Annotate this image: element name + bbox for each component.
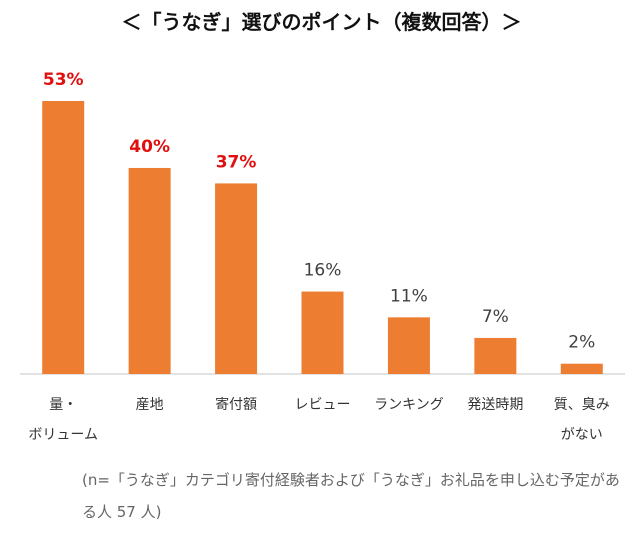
category-label: 寄付額 xyxy=(215,396,257,413)
data-label: 11% xyxy=(390,286,428,306)
category-label: ランキング xyxy=(374,397,444,413)
bar xyxy=(387,317,430,374)
category-label: 発送時期 xyxy=(467,397,523,413)
data-label: 40% xyxy=(129,137,170,157)
data-label: 7% xyxy=(482,307,509,327)
bar xyxy=(301,291,344,374)
sample-note: (n=「うなぎ」カテゴリ寄付経験者および「うなぎ」お礼品を申し込む予定がある人 … xyxy=(82,471,620,521)
bar xyxy=(128,167,171,374)
bar xyxy=(474,337,517,374)
bar xyxy=(42,101,85,374)
category-label: 産地 xyxy=(136,397,164,413)
bar xyxy=(560,363,603,374)
category-label: 質、臭みがない xyxy=(554,397,610,443)
data-label: 53% xyxy=(43,70,84,90)
bar-chart: 53% 量・ボリューム 40% 産地 37% 寄付額 16% レビュー 11% ランキング 7% 発送… xyxy=(20,70,625,443)
chart-title: ＜「うなぎ」選びのポイント（複数回答）＞ xyxy=(121,10,522,34)
category-label: レビュー xyxy=(295,397,351,413)
data-label: 37% xyxy=(216,152,257,172)
data-label: 2% xyxy=(568,333,595,353)
data-label: 16% xyxy=(304,261,342,281)
category-label: 量・ボリューム xyxy=(28,397,98,443)
bar xyxy=(215,183,258,374)
